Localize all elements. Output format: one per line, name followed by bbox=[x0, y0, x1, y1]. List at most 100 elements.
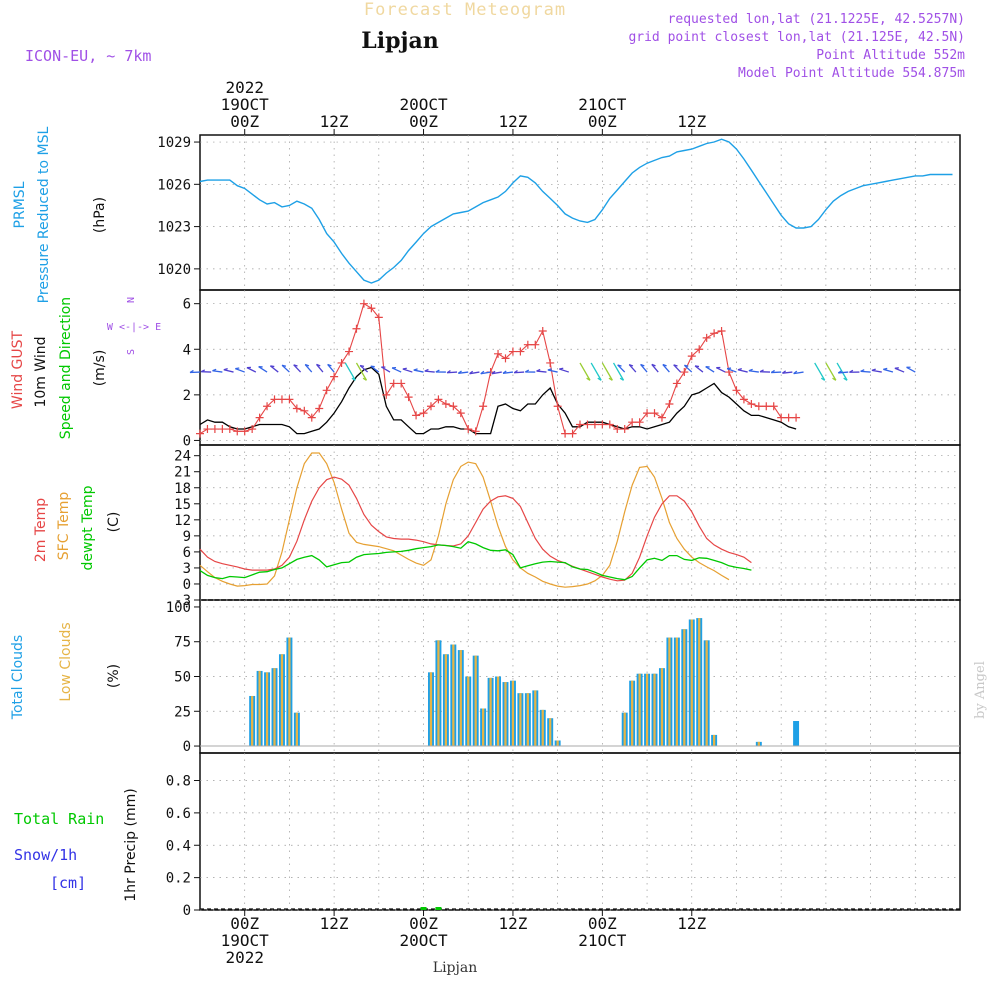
low-cloud-bar bbox=[690, 619, 693, 747]
gust-marker bbox=[665, 399, 674, 408]
wind-direction-arrowhead bbox=[793, 370, 798, 375]
wind-direction-arrowhead bbox=[469, 370, 474, 375]
wind-direction-arrowhead bbox=[586, 377, 591, 381]
gust-marker bbox=[546, 358, 555, 367]
wind-direction-arrowhead bbox=[820, 377, 826, 381]
gust-marker bbox=[456, 409, 465, 418]
wind-direction-arrow bbox=[871, 369, 882, 373]
wind-direction-arrow bbox=[590, 362, 602, 381]
low-cloud-bar bbox=[541, 709, 544, 747]
low-cloud-bar bbox=[265, 672, 269, 747]
gust-marker bbox=[501, 354, 510, 363]
precip-ytick-label: 0.8 bbox=[166, 774, 191, 790]
low-cloud-bar bbox=[474, 655, 477, 747]
gust-marker bbox=[367, 304, 376, 313]
wind-direction-arrow bbox=[651, 363, 659, 373]
top-time-label: 00Z bbox=[230, 112, 259, 131]
top-time-label: 2022 bbox=[225, 78, 264, 97]
gust-marker bbox=[516, 347, 525, 356]
low-cloud-bar bbox=[489, 677, 492, 747]
gust-marker bbox=[471, 427, 480, 436]
low-cloud-bar bbox=[683, 629, 686, 747]
gust-marker bbox=[240, 427, 249, 436]
wind-direction-arrowhead bbox=[351, 377, 356, 381]
gust-marker bbox=[576, 420, 584, 429]
low-cloud-bar bbox=[631, 680, 634, 747]
top-time-label: 12Z bbox=[320, 112, 349, 131]
wind-direction-arrow bbox=[628, 364, 637, 373]
low-cloud-bar bbox=[496, 676, 500, 747]
low-cloud-bar bbox=[258, 670, 261, 747]
wind-direction-arrow bbox=[814, 362, 826, 381]
pressure-label-2: Pressure Reduced to MSL bbox=[36, 126, 52, 303]
temperature-ytick-label: 3 bbox=[183, 561, 191, 577]
low-cloud-bar bbox=[519, 693, 522, 747]
low-cloud-bar bbox=[444, 654, 447, 747]
gust-marker bbox=[590, 420, 599, 429]
wind-direction-arrow bbox=[359, 364, 369, 373]
low-cloud-bar bbox=[273, 668, 276, 747]
panel-frame-4 bbox=[199, 752, 961, 911]
low-cloud-bar bbox=[251, 695, 254, 747]
gust-marker bbox=[315, 404, 324, 413]
gust-marker bbox=[657, 413, 666, 422]
gust-marker bbox=[412, 411, 421, 420]
gust-marker bbox=[397, 379, 406, 388]
watermark: by Angel bbox=[973, 661, 988, 719]
wind-direction-arrowhead bbox=[370, 365, 375, 368]
bottom-time-label: 00Z bbox=[588, 914, 617, 933]
low-cloud-bar bbox=[459, 650, 462, 747]
wind-direction-arrow bbox=[235, 368, 245, 373]
top-time-label: 00Z bbox=[409, 112, 438, 131]
low-cloud-bar bbox=[660, 668, 664, 747]
wind-direction-arrowhead bbox=[759, 369, 764, 373]
gust-marker bbox=[419, 409, 428, 418]
pressure-ytick-label: 1020 bbox=[157, 262, 191, 278]
wind-direction-arrow bbox=[705, 366, 715, 373]
wind-direction-arrowhead bbox=[559, 367, 564, 370]
wind-direction-arrowhead bbox=[270, 365, 275, 368]
precip-ytick-label: 0 bbox=[183, 903, 191, 919]
gust-marker bbox=[553, 402, 562, 411]
gust-marker bbox=[263, 402, 272, 411]
low-cloud-bar bbox=[288, 637, 291, 747]
wind-direction-arrow bbox=[514, 371, 525, 374]
wind-direction-arrow bbox=[894, 367, 905, 373]
wind-dir-label: Speed and Direction bbox=[58, 297, 74, 439]
snow-unit: [cm] bbox=[50, 874, 86, 892]
top-time-label: 00Z bbox=[588, 112, 617, 131]
temp2m-label: 2m Temp bbox=[33, 498, 49, 562]
wind-direction-arrowhead bbox=[726, 367, 732, 370]
low-cloud-bar bbox=[452, 644, 455, 747]
bottom-time-label: 19OCT bbox=[221, 931, 270, 950]
wind-direction-arrowhead bbox=[524, 369, 530, 373]
gust-marker bbox=[479, 402, 488, 411]
snow-label: Snow/1h bbox=[14, 846, 77, 864]
wind-direction-arrowhead bbox=[737, 368, 742, 371]
wind-direction-arrow bbox=[281, 364, 290, 373]
dewpt-label: dewpt Temp bbox=[80, 485, 96, 570]
wind-ytick-label: 6 bbox=[183, 297, 191, 313]
low-cloud-bar bbox=[504, 682, 507, 747]
wind-direction-arrow bbox=[469, 371, 480, 375]
wind-direction-arrowhead bbox=[619, 377, 624, 381]
gust-marker bbox=[695, 345, 704, 354]
low-cloud-bar bbox=[675, 637, 678, 747]
wind-direction-arrowhead bbox=[617, 364, 622, 367]
wind-direction-arrow bbox=[782, 371, 793, 374]
wind-unit: (m/s) bbox=[92, 350, 108, 387]
low-cloud-bar bbox=[429, 672, 433, 747]
wind-direction-arrow bbox=[673, 364, 682, 373]
bottom-time-label: 12Z bbox=[498, 914, 527, 933]
wind-ytick-label: 0 bbox=[183, 433, 191, 449]
wind-direction-arrow bbox=[836, 362, 848, 381]
top-time-label: 12Z bbox=[677, 112, 706, 131]
gust-marker bbox=[754, 402, 763, 411]
bottom-time-label: 20OCT bbox=[399, 931, 448, 950]
gust-marker bbox=[352, 324, 361, 333]
wind-direction-arrowhead bbox=[628, 363, 634, 367]
clouds-ytick-label: 75 bbox=[174, 635, 191, 651]
requested-coords: requested lon,lat (21.1225E, 42.5257N) bbox=[668, 12, 965, 27]
wind-direction-arrow bbox=[662, 364, 670, 373]
gust-marker bbox=[203, 425, 212, 434]
